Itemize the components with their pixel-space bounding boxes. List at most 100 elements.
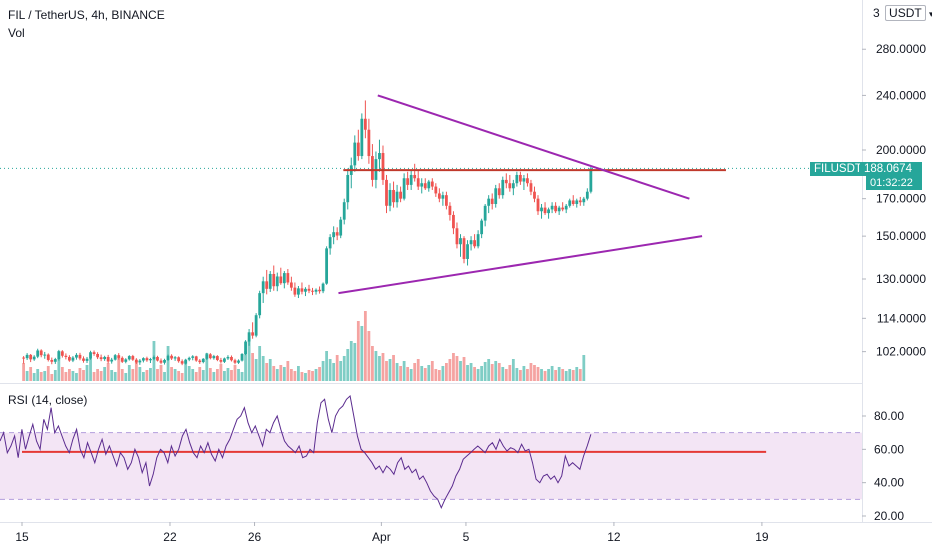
volume-bar [409,369,413,381]
volume-bar [483,362,487,381]
volume-bar [265,363,269,381]
candle-body [314,289,318,292]
volume-bar [515,368,519,381]
candle-body [483,205,487,221]
time-tick-label: 19 [755,530,769,544]
candle-body [318,289,321,292]
candle-body [120,357,124,362]
currency-prefix: 3 [873,6,880,20]
candle-body [578,200,582,203]
candle-body [462,238,466,259]
candle-body [550,205,554,210]
volume-bar [501,367,505,381]
volume-bar [314,369,318,381]
volume-bar [392,355,395,381]
volume-bar [120,369,124,381]
candle-body [261,281,265,294]
volume-bar [282,367,286,381]
candle-body [518,174,522,182]
chevron-down-icon: ▾ [929,9,932,19]
volume-bar [445,363,448,381]
candle-body [540,207,543,212]
candle-body [582,198,586,203]
candle-body [106,356,110,362]
currency-selector[interactable]: 3 USDT ▾ [873,5,932,21]
candle-body [258,293,262,316]
candle-body [50,359,54,362]
volume-bar [536,367,540,381]
volume-bar [462,357,466,381]
volume-bar [258,346,262,381]
candle-body [399,191,402,199]
volume-bar [194,372,198,381]
candle-body [392,189,395,203]
candle-body [124,359,128,362]
volume-bar [43,371,47,381]
candle-body [385,179,388,206]
volume-bar [469,363,473,381]
volume-bar [526,369,529,381]
volume-bar [244,351,247,381]
candle-body [265,281,269,289]
volume-bar [53,370,57,381]
volume-bar [261,356,265,381]
candle-body [64,355,68,357]
candle-body [272,273,276,287]
volume-bar [82,370,85,381]
price-tick-label: 240.0000 [876,88,926,102]
candle-body [60,351,64,356]
candle-body [455,228,459,245]
candle-body [22,357,25,359]
candle-body [177,357,181,362]
candle-body [166,355,170,360]
candle-body [226,356,230,359]
volume-bar [208,368,212,381]
candle-body [311,290,314,292]
candle-body [141,358,145,361]
volume-bar [420,366,424,381]
candle-body [452,214,455,229]
candle-body [82,358,85,361]
candle-body [205,354,209,359]
volume-bar [448,359,452,381]
rsi-tick-label: 60.00 [874,442,904,456]
price-tag-symbol: FILUSDT [814,163,862,175]
volume-bar [533,365,536,381]
volume-bar [247,341,251,381]
candle-body [494,188,498,204]
candle-body [289,282,293,288]
candle-body [367,129,371,157]
candle-body [420,183,424,187]
candle-body [448,205,452,215]
candle-body [547,209,550,214]
volume-bar [399,366,402,381]
volume-bar [356,321,360,381]
rsi-line [0,395,592,509]
volume-bar [131,369,135,381]
volume-bar [335,355,339,381]
candle-body [476,234,480,247]
candle-body [353,142,357,166]
candle-body [71,357,75,361]
candle-body [529,183,533,192]
candle-body [325,248,329,284]
volume-bar [321,361,325,381]
volume-bar [230,370,233,381]
candle-body [321,283,325,292]
volume-bar [300,372,304,381]
price-tick-label: 280.0000 [876,42,926,56]
candle-body [304,288,307,292]
volume-bar [106,363,110,381]
candle-body [473,240,476,247]
candle-body [307,288,311,291]
volume-bar [134,361,138,381]
price-tick-label: 102.0000 [876,345,926,359]
volume-bar [117,356,121,381]
volume-bar [455,356,459,381]
candle-body [363,118,367,130]
candle-body [585,191,589,199]
price-tick-label: 170.0000 [876,192,926,206]
candle-body [57,351,61,360]
candle-body [149,359,152,361]
candle-body [96,353,99,358]
